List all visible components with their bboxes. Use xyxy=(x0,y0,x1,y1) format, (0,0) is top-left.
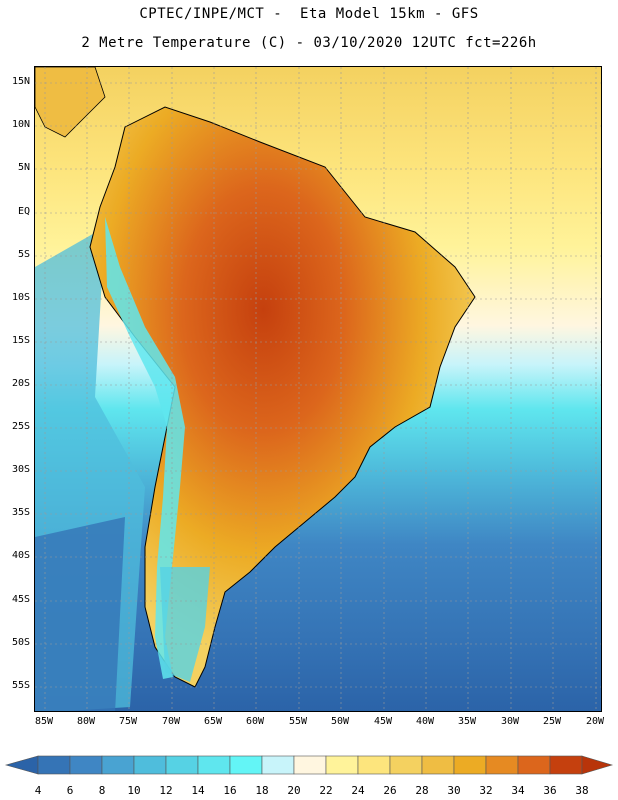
colorbar-label: 22 xyxy=(319,784,333,797)
colorbar-bin xyxy=(421,755,455,775)
colorbar-bin xyxy=(37,755,71,775)
temperature-map xyxy=(34,66,602,712)
lat-label: 5N xyxy=(17,162,30,173)
colorbar-label: 10 xyxy=(127,784,141,797)
colorbar-label: 24 xyxy=(351,784,365,797)
colorbar-label: 36 xyxy=(543,784,557,797)
colorbar-bin xyxy=(325,755,359,775)
colorbar-bin xyxy=(261,755,295,775)
lat-label: 10S xyxy=(11,292,30,303)
map-canvas xyxy=(35,67,601,711)
colorbar-bin xyxy=(517,755,551,775)
colorbar-label: 4 xyxy=(34,784,42,797)
colorbar-label: 20 xyxy=(287,784,301,797)
colorbar-bin xyxy=(69,755,103,775)
colorbar-label: 18 xyxy=(255,784,269,797)
colorbar-bin xyxy=(485,755,519,775)
lon-label: 45W xyxy=(373,716,393,727)
title-line-1: CPTEC/INPE/MCT - Eta Model 15km - GFS xyxy=(139,6,479,22)
lat-label: 55S xyxy=(11,680,30,691)
colorbar-arrow-high xyxy=(581,755,614,775)
title-line-2: 2 Metre Temperature (C) - 03/10/2020 12U… xyxy=(81,35,537,51)
lat-label: 40S xyxy=(11,550,30,561)
lon-label: 55W xyxy=(288,716,308,727)
colorbar-label: 26 xyxy=(383,784,397,797)
lon-label: 65W xyxy=(203,716,223,727)
colorbar-label: 28 xyxy=(415,784,429,797)
colorbar-label: 8 xyxy=(98,784,106,797)
lat-label: 25S xyxy=(11,421,30,432)
colorbar-bin xyxy=(133,755,167,775)
lon-label: 30W xyxy=(500,716,520,727)
colorbar-label: 12 xyxy=(159,784,173,797)
lat-label: 30S xyxy=(11,464,30,475)
colorbar-bin xyxy=(197,755,231,775)
colorbar xyxy=(4,755,614,775)
colorbar-label: 30 xyxy=(447,784,461,797)
colorbar-bin xyxy=(293,755,327,775)
lon-label: 80W xyxy=(76,716,96,727)
colorbar-bin xyxy=(549,755,583,775)
lon-label: 35W xyxy=(457,716,477,727)
lat-label: 15N xyxy=(11,76,30,87)
colorbar-bin xyxy=(389,755,423,775)
lat-label: 20S xyxy=(11,378,30,389)
lat-label: 5S xyxy=(17,249,30,260)
colorbar-arrow-low xyxy=(4,755,39,775)
patagonia-cool-region xyxy=(160,567,210,682)
lat-label: 15S xyxy=(11,335,30,346)
lon-label: 25W xyxy=(542,716,562,727)
colorbar-label: 14 xyxy=(191,784,205,797)
lon-label: 75W xyxy=(118,716,138,727)
lon-label: 85W xyxy=(34,716,54,727)
lat-label: 10N xyxy=(11,119,30,130)
colorbar-label: 34 xyxy=(511,784,525,797)
lon-label: 20W xyxy=(585,716,605,727)
lat-label: 45S xyxy=(11,594,30,605)
colorbar-bin xyxy=(357,755,391,775)
colorbar-bin xyxy=(229,755,263,775)
andes-cold-ridge xyxy=(105,217,185,679)
lat-label: EQ xyxy=(17,206,30,217)
lat-label: 35S xyxy=(11,507,30,518)
lon-label: 60W xyxy=(245,716,265,727)
lon-label: 40W xyxy=(415,716,435,727)
colorbar-label: 38 xyxy=(575,784,589,797)
south-pacific-cold-region xyxy=(35,517,125,711)
colorbar-label: 32 xyxy=(479,784,493,797)
colorbar-bin xyxy=(165,755,199,775)
colorbar-label: 6 xyxy=(66,784,74,797)
colorbar-bin xyxy=(453,755,487,775)
lon-label: 50W xyxy=(330,716,350,727)
central-america-landmass xyxy=(35,67,106,138)
colorbar-bin xyxy=(101,755,135,775)
lat-label: 50S xyxy=(11,637,30,648)
lon-label: 70W xyxy=(161,716,181,727)
colorbar-label: 16 xyxy=(223,784,237,797)
